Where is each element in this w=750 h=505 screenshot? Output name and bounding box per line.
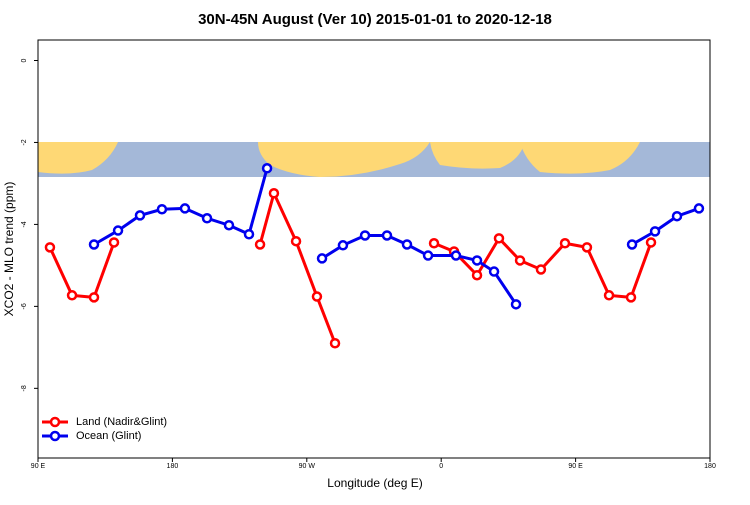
point <box>535 264 547 275</box>
point <box>156 203 168 215</box>
point <box>450 250 462 261</box>
point <box>311 291 323 302</box>
y-tick-label: -6 <box>21 303 28 309</box>
plot-frame <box>37 39 711 459</box>
point <box>514 255 526 266</box>
legend-label: Land (Nadir&Glint) <box>76 416 167 428</box>
point <box>261 163 273 174</box>
x-tick-label: 90 E <box>568 463 583 470</box>
point <box>243 228 255 240</box>
y-axis-label: XCO2 - MLO trend (ppm) <box>2 182 16 317</box>
point <box>88 239 100 250</box>
legend-marker <box>49 430 61 442</box>
point <box>645 237 657 248</box>
x-tick-label: 180 <box>704 463 716 470</box>
point <box>471 255 483 266</box>
map-band <box>38 142 710 177</box>
point <box>488 266 500 277</box>
point <box>112 225 124 236</box>
point <box>671 210 683 222</box>
x-tick-label: 0 <box>439 463 443 470</box>
point <box>428 238 440 249</box>
y-tick-label: -4 <box>21 221 28 227</box>
chart-title: 30N-45N August (Ver 10) 2015-01-01 to 20… <box>198 11 552 28</box>
point <box>603 290 615 301</box>
point <box>649 226 661 237</box>
point <box>422 250 434 261</box>
point <box>626 239 638 250</box>
point <box>254 239 266 250</box>
point <box>223 219 235 231</box>
point <box>381 230 393 241</box>
point <box>88 292 100 303</box>
point <box>290 235 302 247</box>
point <box>625 292 637 303</box>
x-tick-label: 180 <box>167 463 179 470</box>
y-tick-label: -8 <box>21 385 28 391</box>
point <box>316 253 328 264</box>
point <box>134 210 146 221</box>
point <box>471 269 483 281</box>
point <box>268 188 280 199</box>
point <box>337 240 349 251</box>
x-axis-label: Longitude (deg E) <box>327 476 422 490</box>
point <box>510 299 522 310</box>
point <box>401 239 413 250</box>
y-tick-label: 0 <box>21 58 28 62</box>
point <box>693 203 705 214</box>
point <box>44 242 56 253</box>
y-tick-label: -2 <box>21 139 28 145</box>
x-tick-label: 90 E <box>31 463 46 470</box>
x-tick-label: 90 W <box>299 463 316 470</box>
legend-label: Ocean (Glint) <box>76 430 141 442</box>
point <box>179 203 191 214</box>
point <box>66 290 78 301</box>
point <box>201 213 213 224</box>
point <box>493 233 505 244</box>
point <box>559 238 571 249</box>
point <box>581 242 593 253</box>
legend-marker <box>49 416 61 428</box>
series-line <box>93 167 700 306</box>
point <box>359 230 371 241</box>
point <box>329 338 341 349</box>
point <box>108 237 120 248</box>
